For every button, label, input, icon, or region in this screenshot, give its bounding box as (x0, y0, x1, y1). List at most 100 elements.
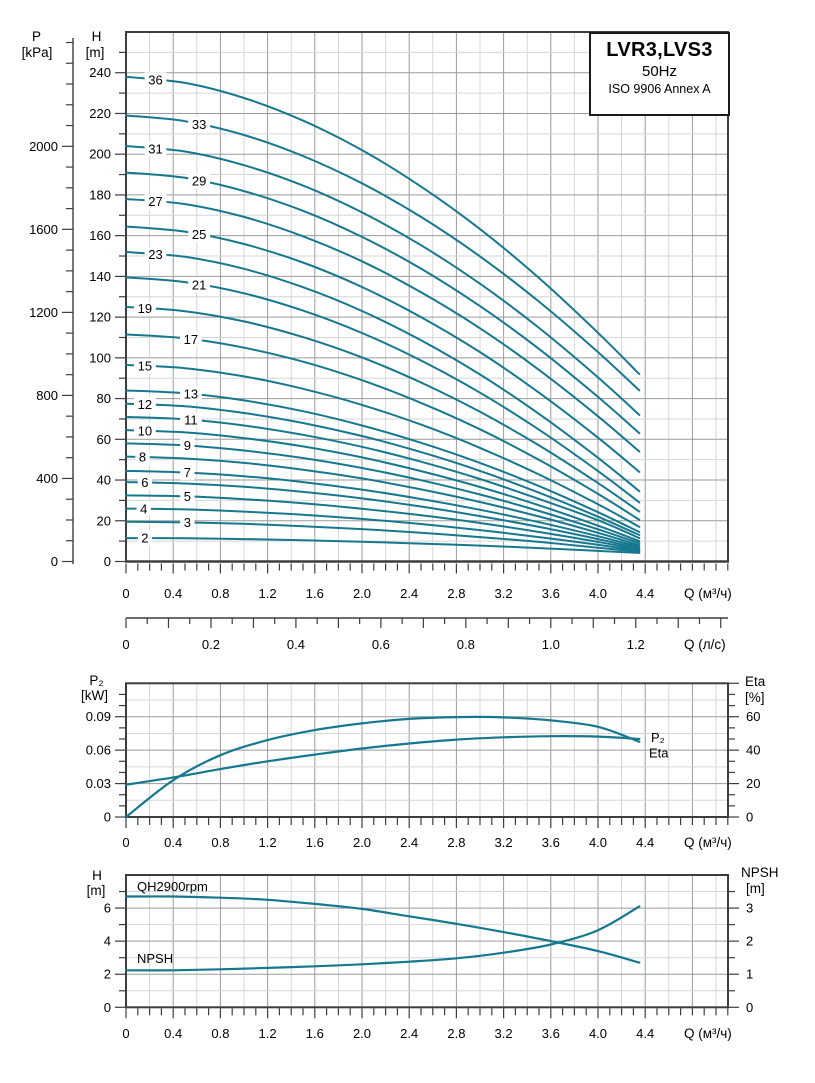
x-axis-unit-label: Q (м³/ч) (684, 835, 732, 850)
svg-text:2.0: 2.0 (353, 586, 371, 601)
svg-text:140: 140 (89, 269, 111, 284)
svg-text:0.09: 0.09 (86, 709, 111, 724)
npsh-axis-unit: [m] (746, 881, 765, 896)
svg-text:0: 0 (122, 637, 129, 652)
svg-text:0: 0 (746, 1000, 753, 1015)
svg-text:1.6: 1.6 (306, 1026, 324, 1041)
qh-npsh-curves: QH2900rpm NPSH (124, 879, 641, 972)
npsh-curve-label: NPSH (137, 951, 173, 966)
pump-curve-25 (125, 225, 641, 473)
qh-2900rpm-curve (124, 895, 641, 964)
x2-axis-unit-label: Q (л/с) (684, 637, 726, 652)
svg-text:7: 7 (184, 465, 191, 480)
svg-text:4.4: 4.4 (636, 586, 654, 601)
svg-text:11: 11 (184, 413, 198, 428)
pump-curve-label-3: 3 (180, 514, 195, 530)
svg-text:240: 240 (89, 65, 111, 80)
svg-text:3: 3 (746, 901, 753, 916)
pump-curve-15 (125, 364, 641, 528)
svg-text:0: 0 (122, 586, 129, 601)
svg-text:1.2: 1.2 (627, 637, 645, 652)
pump-curve-label-31: 31 (144, 141, 167, 156)
pump-curve-label-29: 29 (188, 173, 211, 189)
svg-text:0.4: 0.4 (164, 1026, 182, 1041)
pump-model-title: LVR3,LVS3 (606, 39, 713, 61)
pump-curve-label-7: 7 (180, 465, 195, 480)
pump-curve-label-19: 19 (133, 300, 156, 316)
pump-curve-27 (125, 198, 641, 453)
svg-text:8: 8 (139, 450, 146, 465)
eta-curve-label: Eta (649, 746, 669, 761)
power-chart-grid (126, 683, 728, 817)
svg-text:4.0: 4.0 (589, 586, 607, 601)
pump-curve-label-9: 9 (180, 438, 195, 453)
svg-text:800: 800 (36, 388, 58, 403)
pump-curve-19 (125, 305, 641, 513)
pump-curve-21 (125, 276, 641, 504)
svg-text:12: 12 (138, 397, 152, 412)
qh-curve-label: QH2900rpm (137, 879, 208, 894)
svg-text:2000: 2000 (29, 139, 58, 154)
svg-text:1.2: 1.2 (259, 586, 277, 601)
svg-text:2: 2 (141, 531, 148, 546)
svg-text:100: 100 (89, 350, 111, 365)
pump-curve-labels: 36 33 31 29 27 25 23 21 19 17 15 13 12 11 10 9 8 7 6 5 4 3 2 (133, 72, 211, 546)
pump-curve-17 (125, 333, 641, 521)
svg-text:25: 25 (192, 227, 206, 242)
svg-text:2.0: 2.0 (353, 835, 371, 850)
pump-curve-label-6: 6 (137, 475, 153, 490)
svg-text:1: 1 (746, 967, 753, 982)
svg-text:120: 120 (89, 310, 111, 325)
pump-curve-label-5: 5 (180, 488, 195, 504)
svg-text:3.6: 3.6 (542, 1026, 560, 1041)
pump-curve-label-33: 33 (188, 117, 211, 132)
svg-text:0.4: 0.4 (287, 637, 305, 652)
pump-curve-7 (125, 469, 641, 548)
p2-axis-title: P₂ (89, 673, 103, 688)
power-x-axis: 0 0.4 0.8 1.2 1.6 2.0 2.4 2.8 3.2 3.6 4.0 4.4 Q (м³/… (122, 818, 732, 850)
svg-text:0: 0 (104, 1000, 111, 1015)
svg-text:4.4: 4.4 (636, 835, 654, 850)
x-axis-unit-label: Q (м³/ч) (684, 1026, 732, 1041)
p2-curve-label: P₂ (651, 730, 665, 745)
svg-text:2: 2 (104, 967, 111, 982)
svg-text:31: 31 (148, 141, 162, 156)
pump-curve-label-13: 13 (180, 386, 202, 402)
svg-text:0.03: 0.03 (86, 776, 111, 791)
svg-text:1.6: 1.6 (306, 586, 324, 601)
svg-text:2.4: 2.4 (400, 835, 418, 850)
pump-curve-2 (125, 537, 641, 554)
bottom-h-axis: 0 2 4 6 H[m] (87, 868, 126, 1015)
pump-curve-5 (125, 494, 641, 551)
svg-text:2.4: 2.4 (400, 1026, 418, 1041)
svg-text:2.8: 2.8 (447, 835, 465, 850)
svg-text:36: 36 (148, 72, 162, 87)
svg-text:1200: 1200 (29, 305, 58, 320)
svg-text:20: 20 (746, 776, 760, 791)
npsh-axis: 0 1 2 3 NPSH[m] (728, 865, 779, 1015)
p2-axis-unit: [kW] (81, 688, 108, 703)
svg-text:3.2: 3.2 (495, 586, 513, 601)
p-axis-unit: [kPa] (22, 45, 53, 60)
svg-text:27: 27 (148, 194, 162, 209)
pump-curve-9 (125, 442, 641, 545)
pump-curve-label-21: 21 (188, 277, 211, 292)
bottom-x-axis: 0 0.4 0.8 1.2 1.6 2.0 2.4 2.8 3.2 3.6 4.0 4.4 Q (м³/… (122, 1008, 732, 1041)
pump-curve-8 (125, 455, 641, 547)
svg-text:33: 33 (192, 117, 206, 132)
svg-text:160: 160 (89, 228, 111, 243)
pump-curve-label-2: 2 (137, 530, 153, 546)
svg-text:0.8: 0.8 (211, 1026, 229, 1041)
p-axis-title: P (32, 29, 41, 44)
svg-text:2: 2 (746, 934, 753, 949)
svg-text:0: 0 (51, 554, 58, 569)
pump-curve-label-25: 25 (188, 227, 211, 242)
svg-text:4: 4 (104, 934, 111, 949)
pump-curve-23 (125, 250, 641, 493)
frequency-label: 50Hz (641, 63, 678, 80)
svg-text:3: 3 (184, 515, 191, 530)
svg-text:2.4: 2.4 (400, 586, 418, 601)
h-axis-title: H (92, 29, 102, 44)
